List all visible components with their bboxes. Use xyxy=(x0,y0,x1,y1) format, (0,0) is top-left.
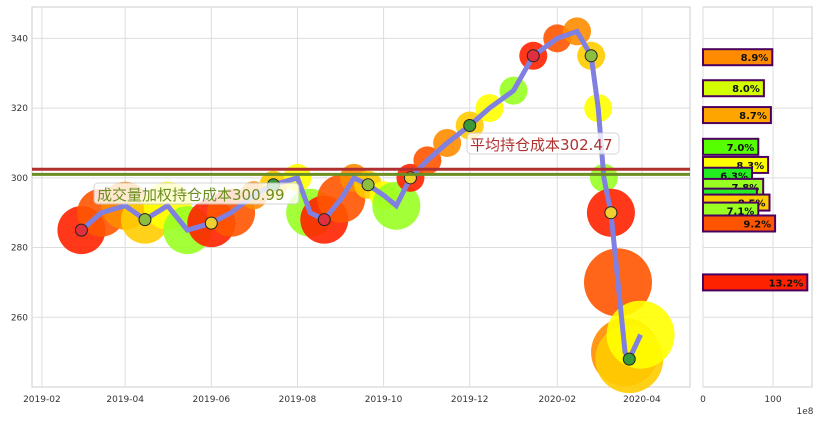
cost-bar-label: 13.2% xyxy=(769,278,804,289)
cost-bar-label: 8.7% xyxy=(739,111,767,122)
fruit-marker xyxy=(361,178,375,192)
cost-bar xyxy=(702,214,777,233)
cost-bar xyxy=(702,48,774,67)
fruit-marker xyxy=(317,213,331,227)
x-tick-label: 2019-12 xyxy=(451,395,489,405)
fruit-marker xyxy=(138,213,152,227)
y-tick-label: 340 xyxy=(11,34,28,44)
fruit-marker xyxy=(463,119,477,133)
x-tick-label: 2020-04 xyxy=(623,395,661,405)
x-tick-label: 2019-08 xyxy=(279,395,317,405)
cost-label: 成交量加权持仓成本300.99 xyxy=(97,186,285,204)
fruit-marker xyxy=(204,216,218,230)
cost-bar-label: 8.0% xyxy=(732,84,760,95)
fruit-marker xyxy=(622,352,636,366)
price-line xyxy=(79,28,643,365)
fruit-marker xyxy=(604,206,618,220)
cost-bar xyxy=(702,137,760,156)
x-tick-label: 2019-10 xyxy=(365,395,403,405)
cost-label-box xyxy=(466,132,620,155)
y-tick-label: 280 xyxy=(11,244,28,254)
cost-bar-label: 9.2% xyxy=(743,219,771,230)
cost-bar-label: 7.1% xyxy=(727,207,755,218)
bar-x-scale-label: 1e8 xyxy=(797,407,814,417)
bar-x-tick-label: 100 xyxy=(764,395,781,405)
x-tick-label: 2019-02 xyxy=(23,395,61,405)
cost-bar-label: 8.9% xyxy=(741,53,769,64)
y-tick-label: 260 xyxy=(11,313,28,323)
cost-bar-label: 7.0% xyxy=(727,143,755,154)
fruit-marker xyxy=(526,49,540,63)
fruit-marker xyxy=(74,223,88,237)
x-tick-label: 2019-06 xyxy=(193,395,231,405)
cost-label: 平均持仓成本302.47 xyxy=(470,136,613,154)
x-tick-label: 2020-02 xyxy=(538,395,576,405)
y-tick-label: 320 xyxy=(11,104,28,114)
cost-bar xyxy=(702,79,765,98)
cost-label-box xyxy=(93,182,300,205)
x-tick-label: 2019-04 xyxy=(106,395,144,405)
cost-bar-label: 8.3% xyxy=(736,161,764,172)
y-tick-label: 300 xyxy=(11,174,28,184)
cost-bar xyxy=(702,106,772,125)
cost-bar xyxy=(702,273,809,292)
bar-x-tick-label: 0 xyxy=(700,395,706,405)
cost-bar-label: 6.3% xyxy=(720,172,748,183)
fruit-marker xyxy=(584,49,598,63)
